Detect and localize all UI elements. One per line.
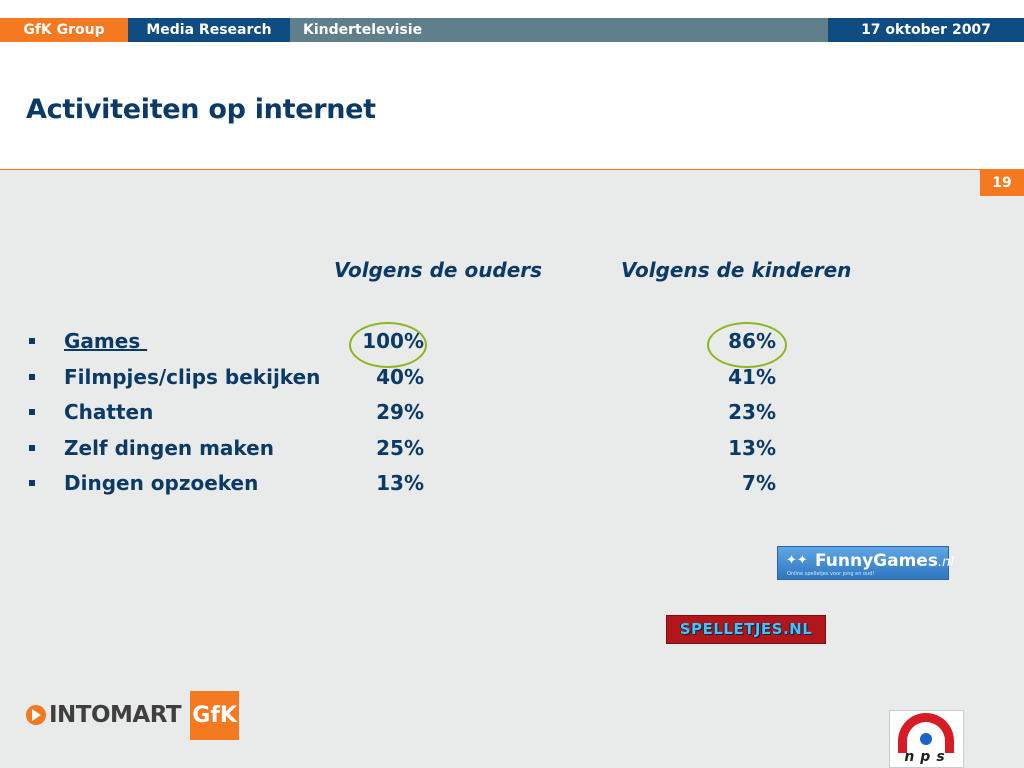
highlight-circle-parents bbox=[349, 322, 427, 368]
intomart-arrow-icon bbox=[26, 705, 46, 725]
row-value-parents: 13% bbox=[376, 471, 424, 495]
table-row: Zelf dingen maken 25% 13% bbox=[0, 432, 1024, 466]
column-header-kids: Volgens de kinderen bbox=[621, 258, 852, 282]
row-label: Chatten bbox=[64, 400, 154, 424]
bullet-icon bbox=[29, 409, 35, 415]
funnygames-name: FunnyGames.nl bbox=[815, 551, 954, 571]
table-row: Filmpjes/clips bekijken 40% 41% bbox=[0, 361, 1024, 395]
intomart-wordmark: INTOMART bbox=[49, 702, 182, 728]
row-value-parents: 40% bbox=[376, 365, 424, 389]
nps-logo: nps bbox=[889, 710, 964, 768]
header-brand: GfK Group bbox=[0, 18, 128, 42]
row-label: Dingen opzoeken bbox=[64, 471, 259, 495]
bullet-icon bbox=[29, 338, 35, 344]
row-label-link[interactable]: Games bbox=[64, 329, 148, 353]
row-value-parents: 29% bbox=[376, 400, 424, 424]
header-bar: GfK Group Media Research Kindertelevisie… bbox=[0, 18, 1024, 42]
slide-content bbox=[0, 170, 1024, 768]
row-label: Filmpjes/clips bekijken bbox=[64, 365, 321, 389]
header-topic: Kindertelevisie bbox=[290, 18, 828, 42]
header-date: 17 oktober 2007 bbox=[828, 18, 1024, 42]
bullet-icon bbox=[29, 480, 35, 486]
gfk-logo: GfK bbox=[190, 690, 240, 740]
nps-wordmark: nps bbox=[904, 749, 951, 765]
funnygames-mark-icon: ✦✦ bbox=[786, 553, 808, 568]
table-row: Chatten 29% 23% bbox=[0, 396, 1024, 430]
row-value-kids: 13% bbox=[728, 436, 776, 460]
funnygames-tagline: Online spelletjes voor jong en oud! bbox=[787, 571, 875, 577]
nps-dot-icon bbox=[920, 733, 932, 745]
intomart-gfk-logo: INTOMART GfK bbox=[26, 690, 240, 740]
page-number: 19 bbox=[980, 170, 1024, 196]
row-value-kids: 23% bbox=[728, 400, 776, 424]
funnygames-logo[interactable]: ✦✦ FunnyGames.nl Online spelletjes voor … bbox=[777, 546, 954, 580]
row-value-parents: 25% bbox=[376, 436, 424, 460]
spelletjes-logo[interactable]: SPELLETJES.NL bbox=[666, 615, 826, 644]
table-row: Games 100% 86% bbox=[0, 325, 1024, 359]
row-value-kids: 41% bbox=[728, 365, 776, 389]
row-label: Zelf dingen maken bbox=[64, 436, 274, 460]
title-divider bbox=[0, 169, 1024, 170]
bullet-icon bbox=[29, 374, 35, 380]
header-section: Media Research bbox=[128, 18, 290, 42]
highlight-circle-kids bbox=[707, 322, 787, 368]
slide-title: Activiteiten op internet bbox=[26, 94, 376, 125]
bullet-icon bbox=[29, 445, 35, 451]
table-row: Dingen opzoeken 13% 7% bbox=[0, 467, 1024, 501]
column-header-parents: Volgens de ouders bbox=[334, 258, 543, 282]
nps-arc-icon bbox=[898, 713, 954, 753]
row-value-kids: 7% bbox=[742, 471, 776, 495]
